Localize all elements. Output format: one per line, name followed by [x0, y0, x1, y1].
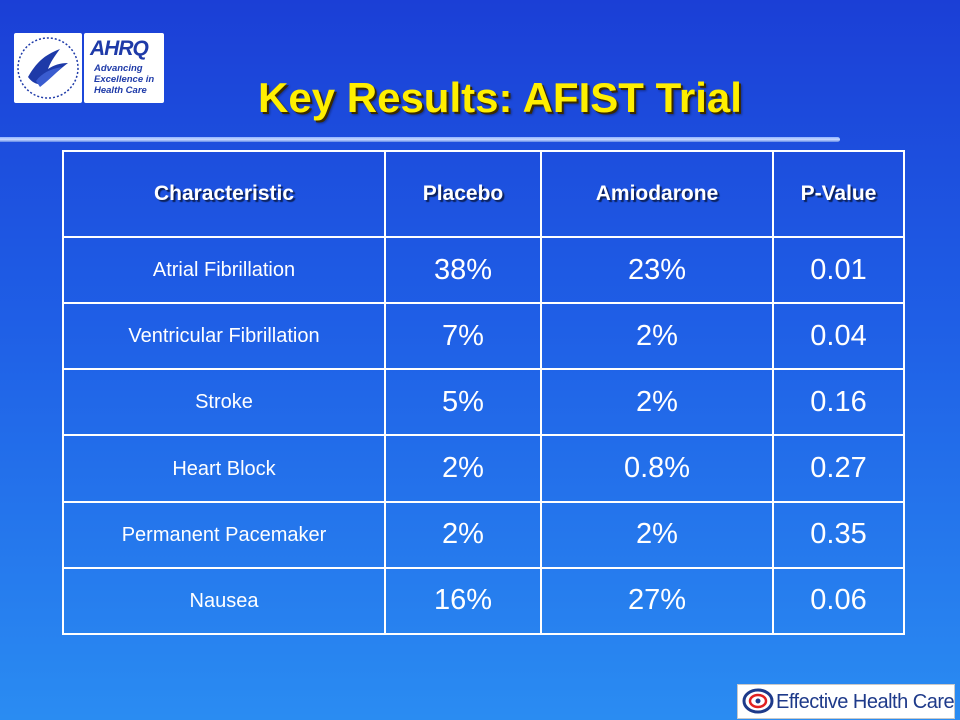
cell-placebo: 2%	[384, 434, 542, 503]
ahrq-logo: AHRQ Advancing Excellence in Health Care	[84, 33, 164, 103]
title-underline	[0, 137, 840, 142]
header-placebo: Placebo	[384, 150, 542, 238]
cell-amiodarone: 2%	[540, 500, 774, 569]
cell-placebo: 16%	[384, 566, 542, 636]
cell-p-value: 0.35	[772, 500, 905, 569]
hhs-eagle-seal-icon	[17, 37, 79, 99]
table-row: Heart Block 2% 0.8% 0.27	[62, 434, 905, 503]
hhs-logo	[14, 33, 82, 103]
cell-p-value: 0.01	[772, 235, 905, 305]
cell-placebo: 7%	[384, 302, 542, 371]
cell-characteristic: Stroke	[62, 368, 386, 437]
cell-amiodarone: 2%	[540, 368, 774, 437]
cell-placebo: 2%	[384, 500, 542, 569]
cell-p-value: 0.27	[772, 434, 905, 503]
ehc-logo-text: Effective Health Care	[776, 691, 955, 713]
header-row: Characteristic Placebo Amiodarone P-Valu…	[62, 150, 905, 238]
table-row: Stroke 5% 2% 0.16	[62, 368, 905, 437]
cell-p-value: 0.06	[772, 566, 905, 636]
header-characteristic: Characteristic	[62, 150, 386, 238]
cell-amiodarone: 2%	[540, 302, 774, 371]
ehc-swirl-icon	[742, 688, 774, 714]
results-table: Characteristic Placebo Amiodarone P-Valu…	[62, 150, 905, 636]
cell-characteristic: Permanent Pacemaker	[62, 500, 386, 569]
cell-characteristic: Atrial Fibrillation	[62, 235, 386, 305]
ahrq-tagline: Advancing Excellence in Health Care	[94, 63, 155, 96]
cell-characteristic: Heart Block	[62, 434, 386, 503]
cell-characteristic: Nausea	[62, 566, 386, 636]
slide-title: Key Results: AFIST Trial	[258, 74, 742, 121]
table-row: Nausea 16% 27% 0.06	[62, 566, 905, 636]
ahrq-mark: AHRQ	[90, 37, 149, 60]
table-row: Atrial Fibrillation 38% 23% 0.01	[62, 235, 905, 305]
cell-characteristic: Ventricular Fibrillation	[62, 302, 386, 371]
cell-amiodarone: 0.8%	[540, 434, 774, 503]
effective-health-care-logo: Effective Health Care	[737, 684, 955, 719]
header-p-value: P-Value	[772, 150, 905, 238]
cell-p-value: 0.16	[772, 368, 905, 437]
table-row: Permanent Pacemaker 2% 2% 0.35	[62, 500, 905, 569]
cell-amiodarone: 27%	[540, 566, 774, 636]
header-amiodarone: Amiodarone	[540, 150, 774, 238]
cell-p-value: 0.04	[772, 302, 905, 371]
cell-placebo: 5%	[384, 368, 542, 437]
table-row: Ventricular Fibrillation 7% 2% 0.04	[62, 302, 905, 371]
cell-placebo: 38%	[384, 235, 542, 305]
cell-amiodarone: 23%	[540, 235, 774, 305]
